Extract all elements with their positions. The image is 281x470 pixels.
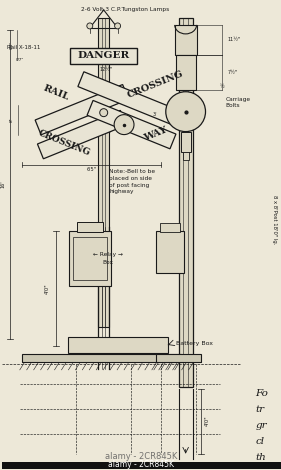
- Text: ← Relay →: ← Relay →: [93, 252, 123, 257]
- Bar: [156, 231, 184, 273]
- Text: ½: ½: [219, 84, 224, 89]
- Text: 7½": 7½": [227, 70, 237, 75]
- Circle shape: [87, 23, 93, 29]
- Text: CROSSING: CROSSING: [126, 70, 185, 100]
- Text: DANGER: DANGER: [78, 51, 130, 60]
- Polygon shape: [37, 110, 126, 159]
- Bar: [77, 222, 103, 232]
- Bar: [176, 55, 196, 90]
- Bar: [73, 237, 107, 280]
- Text: Box: Box: [103, 260, 114, 265]
- Text: 0'4": 0'4": [10, 41, 14, 49]
- Text: 11½": 11½": [227, 38, 241, 42]
- Bar: [181, 132, 191, 151]
- Text: RAIL: RAIL: [42, 84, 70, 102]
- Text: 2-6 Volt 3 C.P.Tungston Lamps: 2-6 Volt 3 C.P.Tungston Lamps: [81, 7, 169, 12]
- Bar: [22, 354, 181, 362]
- Text: 8": 8": [10, 118, 14, 122]
- Bar: [160, 223, 180, 232]
- Text: 8 x 8'Post 18'0" lg.: 8 x 8'Post 18'0" lg.: [271, 195, 277, 244]
- Bar: [69, 337, 168, 353]
- Text: alamy - 2CR845K: alamy - 2CR845K: [105, 452, 177, 461]
- Text: 4'0": 4'0": [45, 284, 49, 294]
- Polygon shape: [35, 85, 129, 135]
- Text: alamy - 2CR845K: alamy - 2CR845K: [108, 460, 174, 469]
- Polygon shape: [78, 72, 185, 128]
- Text: WAY: WAY: [142, 126, 168, 143]
- Text: 4'0": 4'0": [205, 415, 210, 426]
- Text: 12½": 12½": [99, 67, 112, 72]
- Bar: [98, 18, 109, 327]
- Text: Battery Box: Battery Box: [176, 342, 213, 346]
- Text: gr: gr: [255, 421, 267, 430]
- Bar: [179, 18, 192, 387]
- Text: Fo: Fo: [255, 389, 268, 398]
- Text: Rail X-18-11: Rail X-18-11: [7, 45, 40, 50]
- Bar: [69, 231, 111, 286]
- Text: Carriage
Bolts: Carriage Bolts: [225, 97, 250, 108]
- Text: 3': 3': [153, 112, 157, 117]
- Bar: [175, 25, 197, 55]
- Text: cl: cl: [255, 437, 264, 446]
- Text: tr: tr: [255, 405, 264, 414]
- Text: th: th: [255, 453, 266, 462]
- Text: Note:-Bell to be
placed on side
of post facing
highway: Note:-Bell to be placed on side of post …: [109, 170, 155, 194]
- Text: 0'7": 0'7": [15, 58, 24, 62]
- Polygon shape: [87, 101, 176, 149]
- Bar: [183, 151, 189, 159]
- Bar: [2, 462, 281, 469]
- Circle shape: [115, 23, 121, 29]
- Circle shape: [166, 92, 205, 132]
- Bar: [156, 354, 201, 362]
- Text: 16': 16': [1, 180, 6, 188]
- Text: 6'5": 6'5": [86, 167, 96, 172]
- Bar: [70, 48, 137, 64]
- Circle shape: [114, 115, 134, 134]
- Text: CROSSING: CROSSING: [37, 128, 91, 157]
- Circle shape: [100, 109, 108, 117]
